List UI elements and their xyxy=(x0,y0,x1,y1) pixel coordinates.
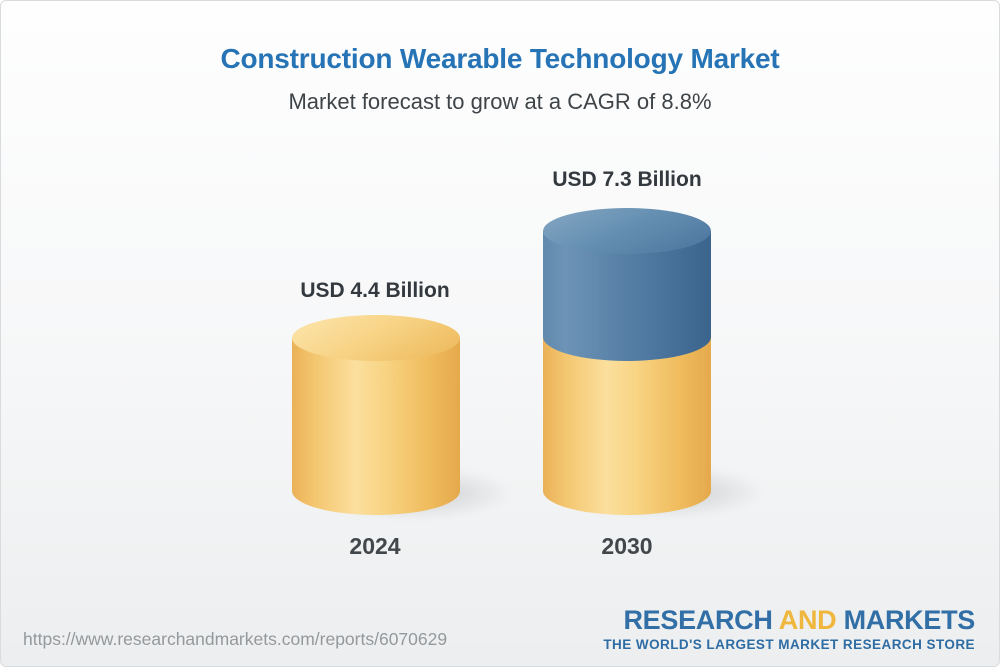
logo-word-markets: MARKETS xyxy=(843,605,976,635)
bar-2024-cylinder-top xyxy=(292,315,460,361)
bar-2030-category-label: 2030 xyxy=(601,533,653,559)
bar-2024-category-label: 2024 xyxy=(349,533,401,559)
logo-wordmark: RESEARCH AND MARKETS xyxy=(623,607,975,634)
logo-word-research: RESEARCH xyxy=(623,605,773,635)
page-title: Construction Wearable Technology Market xyxy=(220,43,780,74)
bar-2024-cylinder-body xyxy=(292,338,460,515)
logo-word-and: AND xyxy=(778,605,837,635)
chart-subtitle: Market forecast to grow at a CAGR of 8.8… xyxy=(288,89,712,114)
research-and-markets-logo: RESEARCH AND MARKETS THE WORLD'S LARGEST… xyxy=(603,607,975,653)
report-url: https://www.researchandmarkets.com/repor… xyxy=(23,629,448,649)
bar-2030-value-label: USD 7.3 Billion xyxy=(552,168,702,191)
chart-area: USD 4.4 Billion 2024 USD 7.3 Billion 203… xyxy=(1,131,999,571)
logo-tagline: THE WORLD'S LARGEST MARKET RESEARCH STOR… xyxy=(603,637,975,652)
bar-2030-cylinder-top xyxy=(543,208,711,254)
bar-2024-value-label: USD 4.4 Billion xyxy=(300,279,450,302)
bar-2030-base-segment xyxy=(543,337,711,515)
